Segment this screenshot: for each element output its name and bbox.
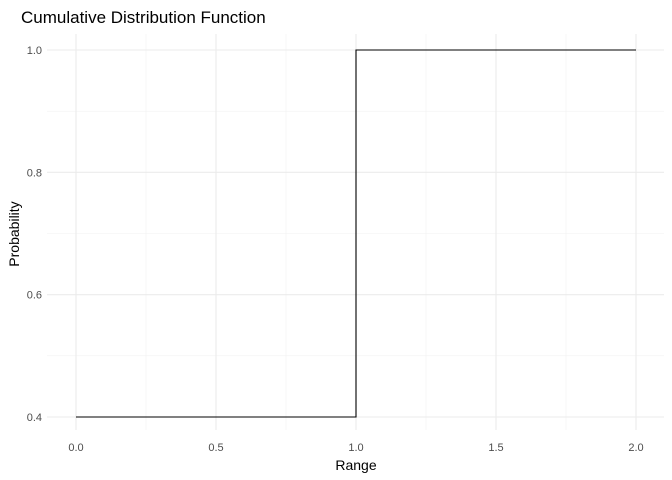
cdf-step-line: [76, 49, 636, 418]
x-tick-label: 1.0: [348, 442, 363, 454]
series-layer: [76, 49, 636, 418]
x-tick-label: 0.5: [208, 442, 223, 454]
chart-title: Cumulative Distribution Function: [21, 8, 266, 27]
x-axis-title: Range: [335, 457, 376, 473]
x-tick-label: 2.0: [628, 442, 643, 454]
y-tick-label: 1.0: [27, 45, 42, 57]
y-axis-title: Probability: [6, 201, 22, 266]
x-tick-label: 1.5: [488, 442, 503, 454]
y-tick-label: 0.8: [27, 167, 42, 179]
tick-layer: 0.0 0.5 1.0 1.5 2.0 0.4 0.6 0.8 1.0: [27, 45, 644, 454]
y-tick-label: 0.4: [27, 412, 42, 424]
x-tick-label: 0.0: [68, 442, 83, 454]
y-tick-label: 0.6: [27, 290, 42, 302]
